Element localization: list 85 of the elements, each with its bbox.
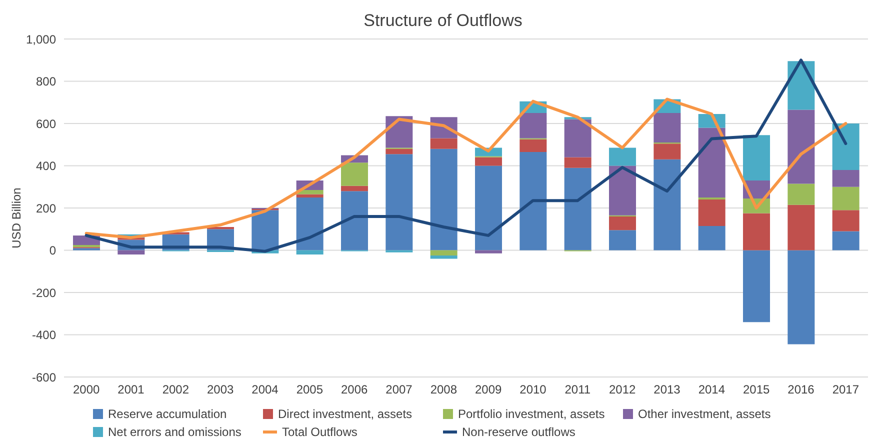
x-tick-label: 2006: [340, 382, 368, 397]
bar: [341, 191, 368, 250]
line-series: [84, 98, 848, 240]
legend-label: Net errors and omissions: [108, 425, 242, 439]
x-tick-label: 2004: [252, 382, 279, 397]
x-tick-label: 2009: [474, 382, 502, 397]
bar: [743, 135, 770, 181]
bar: [520, 112, 547, 138]
legend-label: Portfolio investment, assets: [458, 407, 605, 421]
y-axis-title: USD Billion: [9, 188, 23, 248]
bar: [609, 216, 636, 230]
y-tick-label: 0: [49, 244, 56, 258]
bar: [743, 213, 770, 250]
bar: [296, 194, 324, 198]
x-tick-label: 2005: [296, 382, 324, 397]
bar: [609, 230, 636, 250]
legend-label: Non-reserve outflows: [462, 425, 576, 439]
bar: [564, 157, 592, 168]
x-tick-label: 2003: [206, 382, 234, 397]
bar: [832, 170, 860, 187]
x-tick-label: 2014: [698, 382, 726, 397]
x-tick-label: 2013: [654, 382, 681, 397]
bar: [341, 186, 368, 192]
bar: [654, 112, 681, 143]
bar: [832, 124, 860, 170]
bar: [788, 204, 815, 250]
bar: [430, 138, 458, 149]
bar: [698, 128, 726, 198]
y-tick-label: 400: [36, 159, 56, 174]
y-tick-label: 1,000: [26, 32, 56, 46]
bar: [73, 244, 100, 248]
x-tick-label: 2001: [118, 382, 145, 397]
bar: [698, 197, 726, 200]
bar: [296, 197, 324, 250]
x-tick-label: 2010: [520, 382, 547, 397]
y-tick-label: 200: [36, 201, 56, 216]
bar: [520, 139, 547, 152]
bar: [832, 210, 860, 232]
legend-label: Reserve accumulation: [108, 407, 227, 421]
legend-label: Other investment, assets: [638, 407, 771, 421]
bar: [520, 152, 547, 250]
bar: [252, 210, 279, 250]
bar: [832, 186, 860, 210]
bar: [654, 144, 681, 160]
bar: [698, 200, 726, 226]
x-tick-label: 2017: [832, 382, 860, 397]
y-tick-label: 600: [36, 116, 56, 131]
bar: [475, 157, 502, 166]
bar: [564, 168, 592, 250]
x-tick-label: 2002: [162, 382, 190, 397]
bar: [609, 166, 636, 216]
x-tick-label: 2000: [72, 382, 100, 397]
x-tick-label: 2008: [430, 382, 458, 397]
y-tick-label: -200: [32, 286, 56, 300]
bar: [386, 154, 413, 250]
x-tick-label: 2015: [742, 382, 770, 397]
bar: [475, 166, 502, 250]
bar: [788, 184, 815, 205]
bar: [609, 148, 636, 166]
legend-label: Direct investment, assets: [278, 407, 412, 421]
bar: [475, 250, 502, 254]
y-tick-label: -600: [32, 370, 56, 384]
chart-title: Structure of Outflows: [362, 10, 524, 32]
bar: [296, 250, 324, 254]
y-tick-label: 800: [36, 74, 56, 89]
bar: [430, 148, 458, 250]
bar: [430, 250, 458, 256]
y-tick-label: -400: [32, 328, 56, 342]
line-series: [84, 58, 848, 253]
bar: [654, 159, 681, 250]
x-tick-label: 2011: [564, 382, 591, 397]
bar: [698, 226, 726, 250]
bar: [564, 119, 592, 158]
bar: [118, 250, 145, 254]
x-tick-label: 2007: [386, 382, 413, 397]
x-tick-label: 2016: [788, 382, 815, 397]
bar: [788, 110, 815, 184]
bar: [386, 148, 413, 154]
bar: [341, 162, 368, 186]
x-tick-label: 2012: [608, 382, 636, 397]
bar: [832, 231, 860, 250]
bar: [743, 250, 770, 322]
legend-label: Total Outflows: [282, 425, 358, 439]
bar: [430, 256, 458, 259]
bar: [788, 250, 815, 344]
